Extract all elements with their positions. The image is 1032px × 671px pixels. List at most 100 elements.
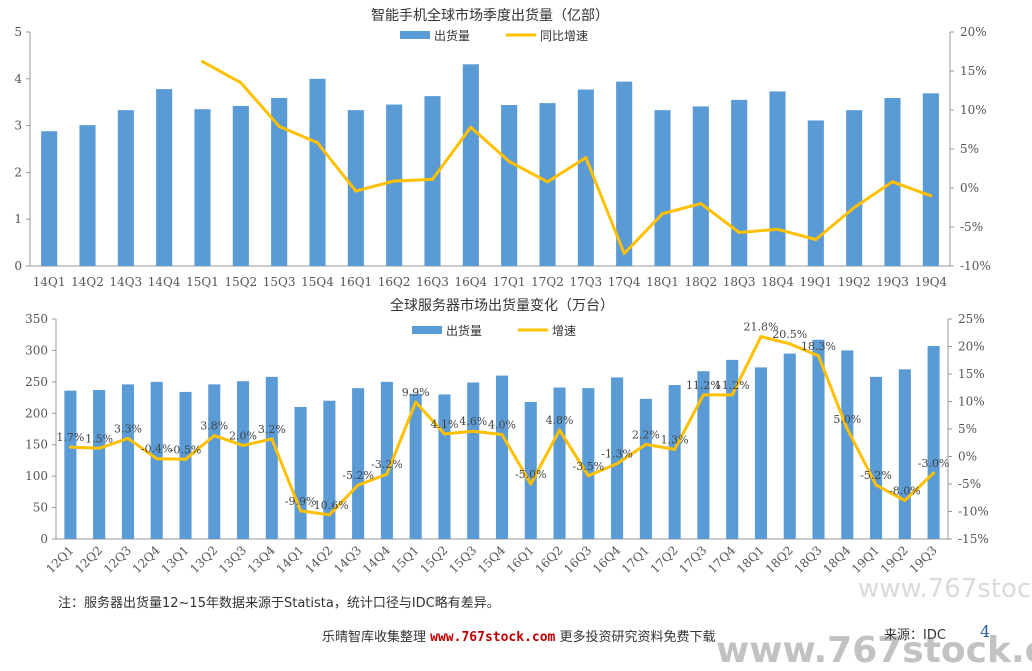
y-left-tick-label: 350	[25, 312, 48, 326]
line-point	[97, 446, 101, 450]
data-label: -9.9%	[285, 495, 317, 508]
bar	[898, 369, 911, 539]
footer-brand-link[interactable]: www.767stock.com	[430, 630, 556, 645]
data-label: 4.1%	[430, 418, 458, 431]
line-point	[327, 513, 331, 517]
x-tick-label: 15Q4	[301, 275, 334, 289]
bar	[179, 391, 192, 539]
data-label: 9.9%	[402, 386, 430, 399]
y-left-tick-label: 0	[14, 259, 22, 273]
chart-title: 全球服务器市场出货量变化（万台）	[390, 297, 614, 314]
bar	[194, 109, 211, 266]
line-point	[201, 60, 204, 64]
line-point	[354, 189, 358, 193]
data-label: -3.5%	[572, 460, 604, 473]
x-tick-label: 14Q2	[302, 543, 335, 576]
x-tick-label: 15Q4	[475, 543, 508, 576]
x-tick-label: 16Q4	[454, 275, 487, 289]
x-tick-label: 12Q2	[72, 543, 105, 576]
x-tick-label: 18Q1	[734, 543, 767, 576]
bar	[236, 381, 250, 539]
x-tick-label: 19Q2	[878, 543, 911, 576]
y-right-tick-label: -15%	[958, 532, 989, 546]
bar	[117, 110, 134, 266]
bar	[409, 393, 422, 539]
bar	[654, 110, 671, 266]
bar	[841, 350, 854, 539]
x-tick-label: 18Q1	[646, 275, 679, 289]
x-tick-label: 16Q2	[533, 543, 566, 576]
line-point	[759, 335, 763, 339]
line-point	[673, 447, 677, 451]
bar	[807, 120, 824, 267]
line-point	[529, 482, 533, 486]
bar	[922, 93, 939, 266]
growth-line	[201, 60, 932, 255]
x-tick-label: 17Q4	[705, 543, 738, 576]
line-point	[788, 342, 792, 346]
bar	[616, 81, 633, 266]
legend-label-bar: 出货量	[446, 323, 482, 338]
x-tick-label: 16Q3	[416, 275, 449, 289]
bar	[754, 367, 768, 539]
y-right-tick-label: 10%	[958, 395, 985, 409]
x-tick-label: 18Q3	[792, 543, 825, 576]
data-label: -3.2%	[371, 458, 403, 471]
data-label: 20.5%	[772, 328, 807, 341]
data-label: 4.8%	[546, 414, 574, 427]
chart-title: 智能手机全球市场季度出货量（亿部）	[371, 7, 609, 24]
x-tick-label: 17Q2	[648, 543, 681, 576]
line-point	[500, 433, 504, 436]
x-tick-label: 14Q1	[274, 543, 307, 576]
bar	[553, 387, 566, 539]
data-label: 1.3%	[661, 433, 689, 446]
bar	[467, 382, 480, 539]
x-tick-label: 16Q2	[378, 275, 411, 289]
x-tick-label: 17Q4	[608, 275, 641, 289]
y-right-tick-label: -10%	[960, 259, 991, 273]
bar	[692, 106, 709, 266]
bar	[731, 99, 748, 266]
x-tick-label: 14Q1	[33, 275, 66, 289]
line-point	[212, 434, 216, 438]
bar	[668, 385, 681, 539]
y-right-tick-label: 0%	[958, 450, 977, 464]
line-point	[558, 428, 562, 432]
data-label: 18.3%	[801, 340, 836, 353]
bar	[386, 104, 403, 266]
data-label: 11.2%	[715, 379, 750, 392]
y-left-tick-label: 1	[14, 212, 22, 226]
x-tick-label: 13Q2	[187, 543, 220, 576]
x-tick-label: 15Q3	[263, 275, 296, 289]
bar	[323, 400, 336, 539]
line-point	[546, 180, 549, 184]
data-label: -10.6%	[310, 499, 349, 512]
line-point	[644, 442, 648, 446]
y-left-tick-label: 3	[14, 119, 22, 133]
y-right-tick-label: 15%	[960, 64, 987, 78]
line-point	[586, 474, 590, 478]
y-right-tick-label: 5%	[960, 142, 979, 156]
x-tick-label: 16Q1	[504, 543, 537, 576]
x-tick-label: 15Q1	[389, 543, 422, 576]
data-label: -5.2%	[860, 469, 892, 482]
bar	[79, 125, 96, 266]
y-right-tick-label: -5%	[960, 220, 983, 234]
line-point	[507, 159, 511, 163]
x-tick-label: 17Q3	[569, 275, 602, 289]
line-point	[270, 437, 274, 441]
page-number: 4	[980, 622, 991, 641]
bar	[870, 376, 883, 539]
line-point	[431, 177, 434, 181]
legend-swatch-bar	[412, 326, 442, 334]
x-tick-label: 15Q2	[224, 275, 257, 289]
line-point	[155, 457, 159, 461]
bar	[352, 388, 365, 539]
x-tick-label: 14Q2	[71, 275, 104, 289]
y-left-tick-label: 50	[33, 501, 48, 515]
line-point	[661, 212, 664, 216]
bar	[309, 78, 326, 266]
line-point	[385, 472, 389, 476]
line-point	[903, 499, 907, 502]
bar	[495, 375, 509, 539]
